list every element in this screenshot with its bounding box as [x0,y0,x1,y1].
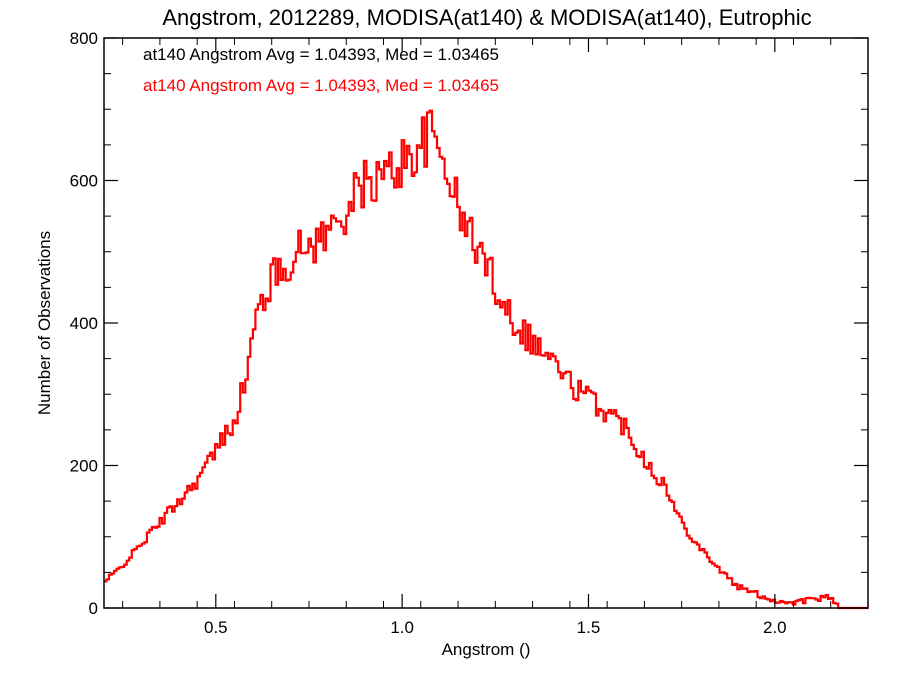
y-tick-label: 0 [89,599,98,618]
chart-title: Angstrom, 2012289, MODISA(at140) & MODIS… [162,5,811,30]
x-axis: 0.5 1.0 1.5 2.0 [122,38,869,637]
x-tick-label: 1.5 [577,618,601,637]
y-tick-label: 400 [70,314,98,333]
y-axis: 0 200 400 600 800 [70,29,868,618]
y-tick-label: 200 [70,457,98,476]
x-tick-label: 1.0 [390,618,414,637]
y-tick-label: 600 [70,172,98,191]
y-tick-label: 800 [70,29,98,48]
stats-annotation-black: at140 Angstrom Avg = 1.04393, Med = 1.03… [143,45,499,64]
stats-annotation-red: at140 Angstrom Avg = 1.04393, Med = 1.03… [143,76,499,95]
plot-frame [103,37,869,609]
y-axis-label: Number of Observations [35,231,54,415]
x-tick-label: 2.0 [763,618,787,637]
series-layer [104,109,868,610]
histogram-series-line [104,109,868,610]
x-tick-label: 0.5 [204,618,228,637]
x-axis-label: Angstrom () [442,640,531,659]
